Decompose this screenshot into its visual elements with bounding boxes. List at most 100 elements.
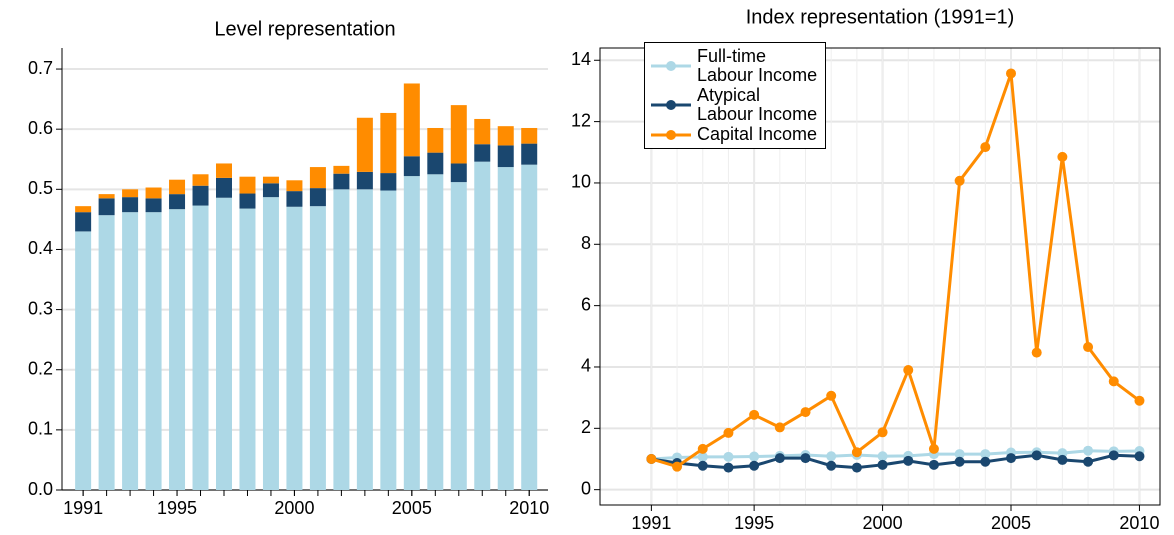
bar-segment [474,144,491,162]
bar-segment [309,188,326,207]
y-tick-label: 0.1 [28,419,53,439]
point [928,443,939,454]
y-tick-label: 0.7 [28,58,53,78]
bar-segment [239,193,256,209]
point [851,462,862,473]
chart-title: Level representation [214,18,395,40]
bar-segment [122,189,139,198]
point [1057,454,1068,465]
legend-label: Atypical Labour Income [697,85,818,124]
bar-segment [521,164,538,490]
point [954,175,965,186]
point [877,459,888,470]
y-tick-label: 2 [581,417,591,437]
x-tick-label: 1995 [734,513,774,533]
point [877,427,888,438]
bar-segment [497,145,514,168]
x-tick-label: 2010 [1119,513,1159,533]
point [1108,376,1119,387]
x-tick-label: 1995 [157,498,197,518]
point [1057,151,1068,162]
legend: Full-time Labour Income Atypical Labour I… [644,42,827,149]
x-tick-label: 2000 [274,498,314,518]
bar-segment [403,83,420,157]
point [672,461,683,472]
point [903,455,914,466]
point [749,460,760,471]
bar-segment [262,183,279,198]
plot-frame [599,47,1161,506]
x-tick-label: 1991 [63,498,103,518]
legend-swatch [651,61,691,71]
bar-segment [169,179,186,195]
bar-segment [239,176,256,194]
point [826,460,837,471]
bar-segment [169,209,186,491]
bar-segment [309,206,326,490]
y-tick-label: 10 [571,172,591,192]
bar-segment [216,163,232,178]
bar-segment [380,190,397,490]
bar-segment [450,182,467,491]
bar-segment [98,215,115,491]
point [774,422,785,433]
bar-segment [98,198,115,216]
bar-segment [427,152,444,175]
legend-swatch [651,129,691,140]
point [800,453,811,464]
bar-segment [450,163,467,183]
x-tick-label: 2000 [863,513,903,533]
bar-segment [192,174,209,186]
point [646,453,657,464]
bar-segment [286,206,303,490]
point [697,443,708,454]
point [800,407,811,418]
bar-segment [356,171,373,190]
bar-segment [75,206,92,213]
bar-segment [216,197,232,490]
bar-segment [262,176,279,184]
bar-segment [98,194,115,199]
point [1134,451,1145,462]
point [1083,445,1094,456]
bar-segment [380,112,397,174]
bar-segment [474,118,491,145]
bar-segment [333,189,350,490]
bar-segment [427,174,444,491]
y-tick-label: 0.2 [28,358,53,378]
legend-swatch [651,100,691,110]
point [749,409,760,420]
point [723,427,734,438]
legend-label: Full-time Labour Income [697,46,818,85]
x-tick-label: 2005 [392,498,432,518]
x-tick-label: 1991 [631,513,671,533]
chart-title: Index representation (1991=1) [746,6,1015,28]
bar-segment [403,156,420,177]
point [826,451,837,462]
bar-segment [192,205,209,490]
bar-segment [356,117,373,172]
y-tick-label: 4 [581,356,591,376]
point [826,390,837,401]
bar-segment [333,165,350,174]
y-tick-label: 0.0 [28,479,53,499]
bar-segment [145,198,162,213]
bar-segment [262,197,279,490]
y-tick-label: 0.6 [28,118,53,138]
bar-segment [497,126,514,146]
point [877,451,888,462]
bar-segment [333,173,350,190]
bar-segment [309,167,326,189]
point [723,462,734,473]
bar-segment [474,161,491,490]
bar-segment [216,177,232,198]
bar-segment [75,231,92,490]
y-tick-label: 14 [571,49,591,69]
bar-segment [356,189,373,490]
bar-segment [497,167,514,490]
point [980,449,991,460]
point [749,451,760,462]
line [650,72,1141,469]
bar-segment [145,187,162,199]
